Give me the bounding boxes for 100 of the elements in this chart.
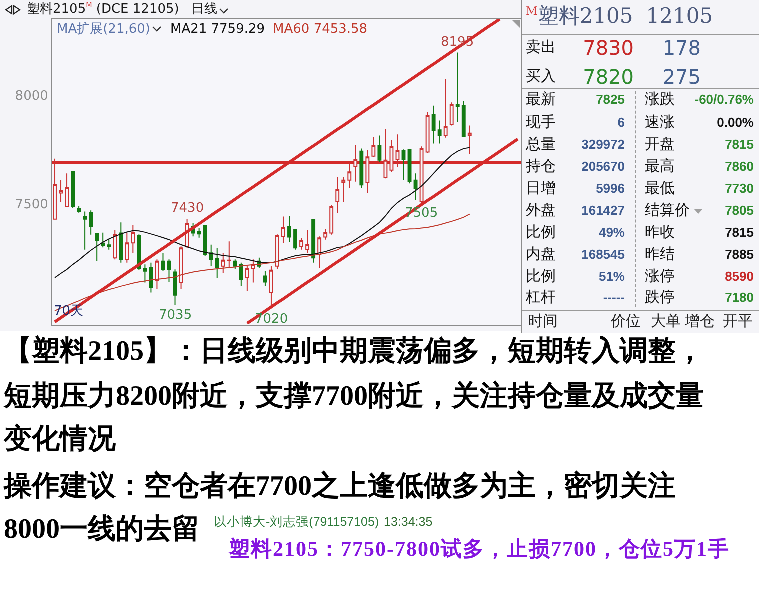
text: 外盘 bbox=[526, 201, 556, 221]
candlestick bbox=[95, 232, 100, 262]
text: 开平 bbox=[723, 312, 753, 332]
candlestick bbox=[197, 228, 202, 238]
candlestick bbox=[318, 236, 322, 268]
text: 7825 bbox=[596, 91, 625, 109]
candlestick bbox=[300, 238, 304, 250]
text: 178 bbox=[662, 36, 701, 60]
candlestick bbox=[125, 232, 130, 264]
text: 总量 bbox=[526, 135, 556, 155]
candlestick bbox=[444, 78, 448, 138]
candlestick bbox=[414, 173, 418, 201]
candlestick bbox=[342, 176, 346, 202]
text: 7805 bbox=[725, 202, 754, 220]
line-series bbox=[54, 147, 470, 278]
text: 8000一线的去留 bbox=[4, 513, 200, 547]
candlestick bbox=[426, 112, 430, 154]
candlestick bbox=[203, 225, 208, 257]
text: 7830 bbox=[583, 36, 634, 60]
y-tick-label: 8000 bbox=[15, 88, 48, 104]
candlestick bbox=[113, 230, 118, 260]
text: 速涨 bbox=[645, 113, 675, 133]
candlestick bbox=[161, 252, 166, 272]
candlestick bbox=[245, 266, 250, 292]
text: 【塑料2105】：日线级别中期震荡偏多，短期转入调整， bbox=[4, 334, 704, 369]
candlestick bbox=[450, 102, 454, 126]
text: 变化情况 bbox=[4, 422, 116, 457]
text: 涨跌 bbox=[645, 90, 675, 110]
text: 7730 bbox=[725, 180, 754, 198]
candlestick bbox=[131, 224, 136, 254]
candlestick bbox=[173, 269, 178, 306]
legend-title: MA扩展(21,60) bbox=[57, 22, 150, 37]
candlestick bbox=[462, 101, 466, 138]
text: MA60 7453.58 bbox=[273, 22, 368, 37]
candlestick bbox=[312, 219, 316, 264]
text: 短期压力8200附近，支撑7700附近，关注持仓量及成交量 bbox=[4, 380, 704, 414]
candlestick bbox=[456, 52, 460, 123]
candlestick bbox=[402, 149, 406, 181]
candlestick bbox=[215, 248, 220, 278]
text: 塑料2105：7750-7800试多，止损7700，仓位5万1手 bbox=[229, 536, 730, 562]
candlestick bbox=[119, 222, 124, 264]
annotation: 7035 bbox=[159, 308, 192, 323]
candlestick bbox=[59, 180, 63, 202]
text: 卖出 bbox=[526, 38, 556, 58]
text: 现手 bbox=[526, 113, 556, 133]
text: 日增 bbox=[526, 179, 556, 199]
text: 比例 bbox=[526, 267, 556, 287]
text: ----- bbox=[603, 289, 625, 307]
text: 最新 bbox=[526, 90, 556, 110]
candlestick bbox=[360, 148, 364, 189]
text: 13:34:35 bbox=[384, 514, 433, 531]
candlestick bbox=[107, 238, 112, 250]
candlestick bbox=[336, 176, 340, 214]
candlestick bbox=[263, 270, 268, 287]
text: 205670 bbox=[582, 158, 625, 176]
text: $^{M}$塑料2105 bbox=[526, 3, 634, 29]
candlestick bbox=[288, 216, 292, 243]
text: 增仓 bbox=[685, 312, 715, 332]
candlestick bbox=[233, 259, 238, 270]
candlestick bbox=[179, 246, 184, 290]
text: 7815 bbox=[725, 136, 754, 154]
candlestick bbox=[294, 228, 298, 250]
candlestick bbox=[77, 206, 82, 214]
candlestick bbox=[282, 216, 286, 244]
text: 跌停 bbox=[645, 288, 675, 308]
text: 开盘 bbox=[645, 135, 675, 155]
text: 161427 bbox=[582, 202, 625, 220]
candlestick bbox=[149, 262, 154, 294]
text: 持仓 bbox=[526, 157, 556, 177]
candlestick bbox=[324, 228, 328, 240]
candlestick bbox=[372, 136, 376, 158]
candlestick bbox=[89, 210, 94, 236]
candlestick bbox=[101, 232, 106, 248]
candlestick bbox=[143, 264, 148, 284]
text: 51% bbox=[598, 268, 625, 286]
text: 7815 bbox=[725, 224, 754, 242]
chart-title: 塑料2105$^{M}$ (DCE 12105) bbox=[27, 0, 180, 18]
y-tick-label: 7500 bbox=[15, 198, 48, 213]
text: 168545 bbox=[582, 246, 625, 264]
candlestick bbox=[167, 259, 172, 284]
candlestick bbox=[83, 211, 88, 250]
candlestick bbox=[209, 244, 214, 267]
text: -60/0.76% bbox=[694, 91, 754, 109]
candlestick bbox=[468, 125, 472, 155]
annotation: 7020 bbox=[255, 312, 288, 327]
text: 8590 bbox=[725, 268, 754, 286]
annotation: 7430 bbox=[171, 201, 204, 216]
candlestick bbox=[239, 262, 244, 287]
text: 0.00% bbox=[717, 114, 754, 132]
text: 操作建议：空仓者在7700之上逢低做多为主，密切关注 bbox=[4, 470, 676, 504]
candlestick bbox=[330, 204, 334, 236]
text: 49% bbox=[598, 224, 625, 242]
text: 7885 bbox=[725, 246, 754, 264]
text: 内盘 bbox=[526, 245, 556, 265]
candlestick bbox=[378, 135, 382, 163]
text: 大单 bbox=[651, 312, 681, 332]
text: 7180 bbox=[725, 289, 754, 307]
text: 时间 bbox=[528, 312, 558, 332]
text: 价位 bbox=[611, 312, 641, 332]
candlestick bbox=[251, 259, 256, 284]
